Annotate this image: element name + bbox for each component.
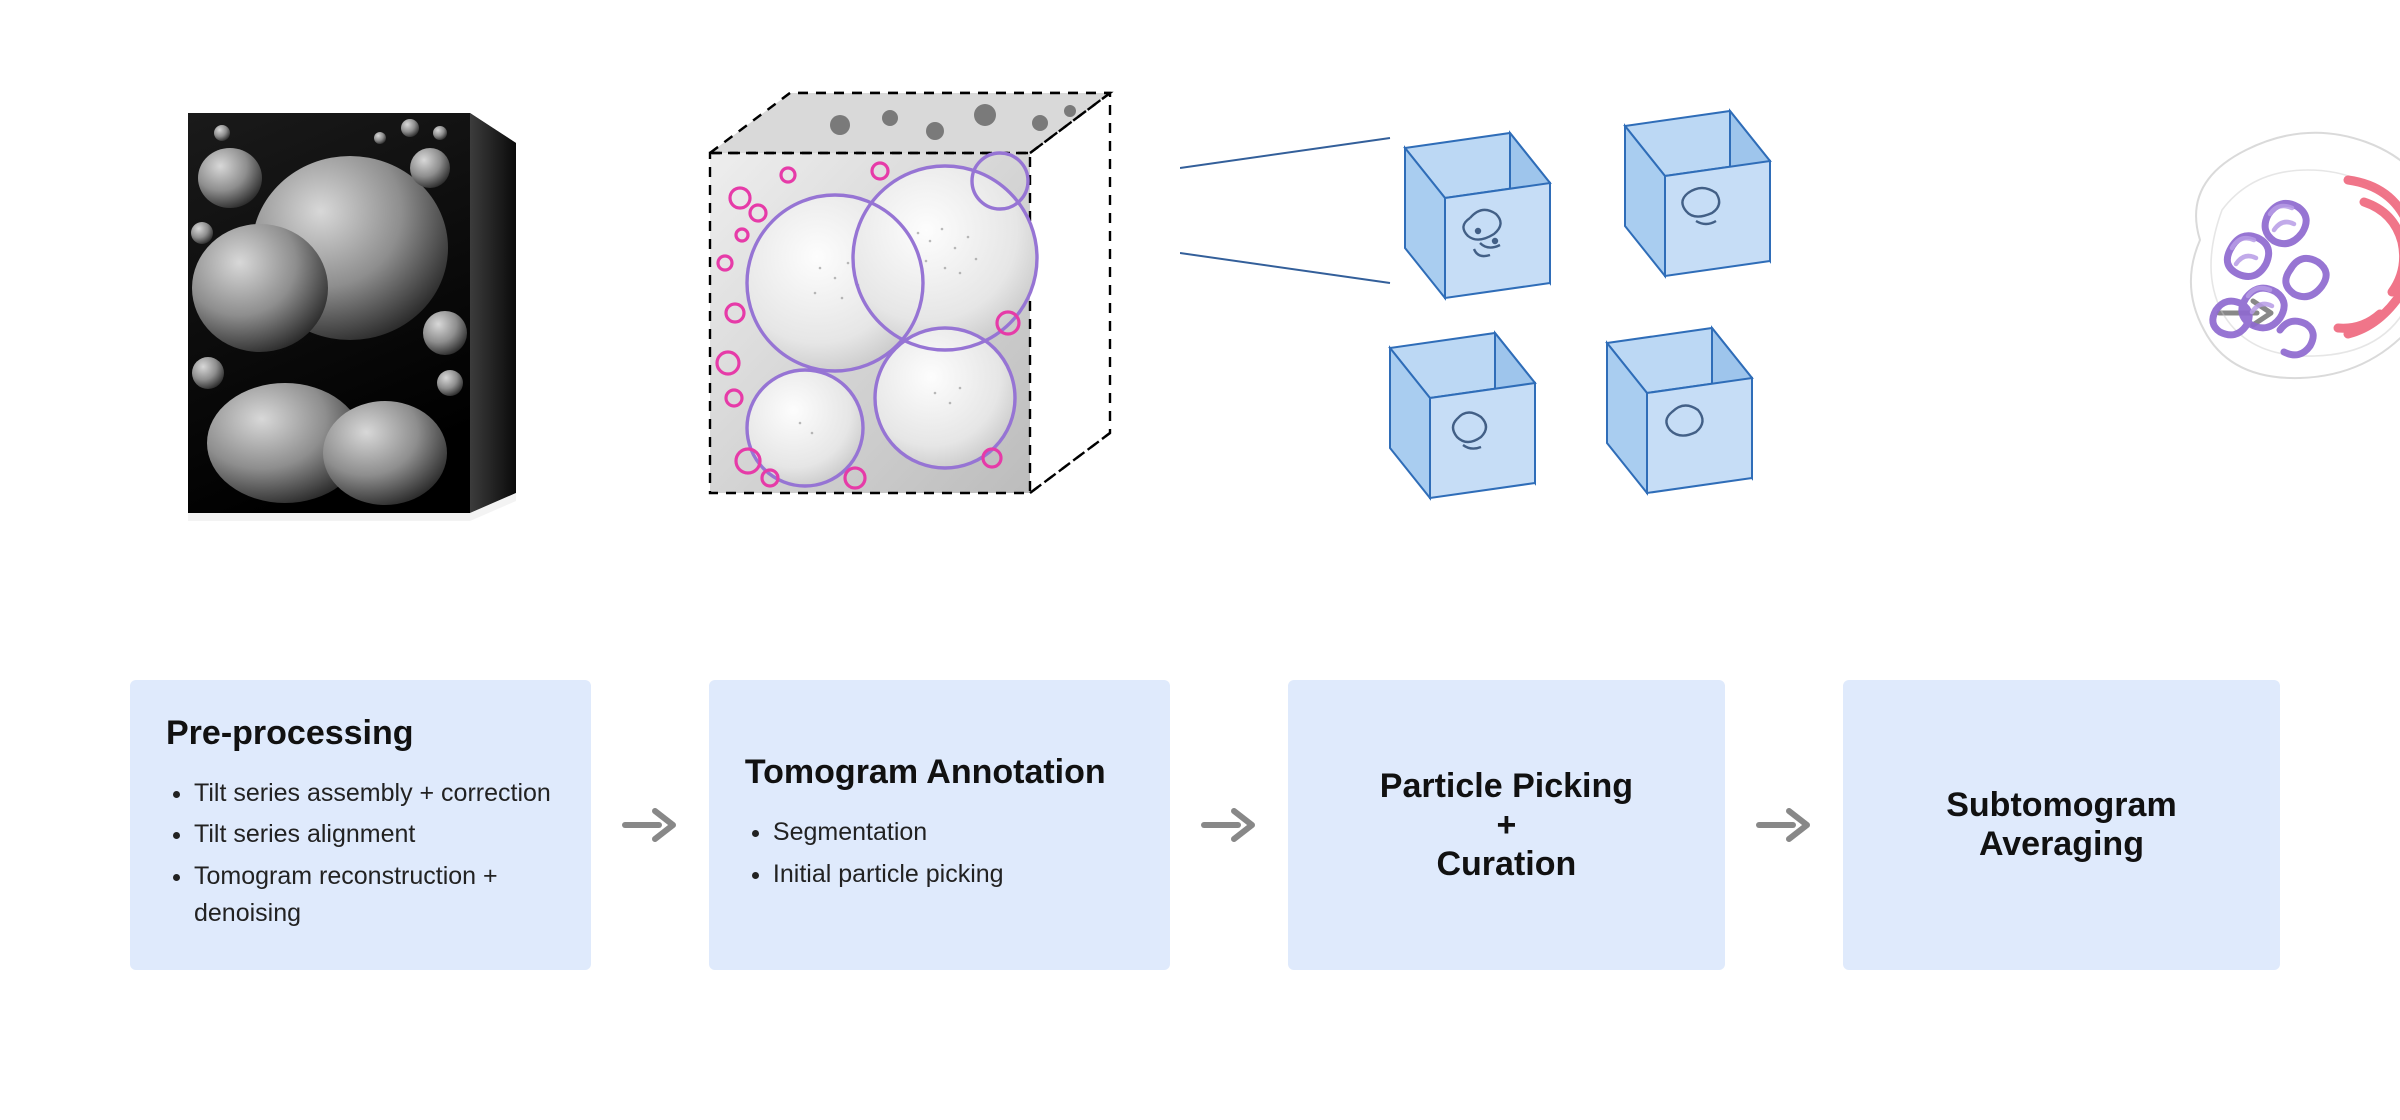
bullet-item: Tilt series assembly + correction	[194, 775, 555, 813]
step-title-line: Particle Picking	[1380, 767, 1633, 806]
step-preprocessing: Pre-processing Tilt series assembly + co…	[130, 680, 591, 970]
illustration-subtomogram-cubes	[1180, 93, 1820, 518]
step-title: Tomogram Annotation	[745, 753, 1134, 792]
arrow-icon	[1190, 803, 1268, 847]
subtomogram-cube-1	[1405, 133, 1550, 298]
illustration-raw-tomogram	[130, 73, 540, 538]
step-subtomogram-averaging: Subtomogram Averaging	[1843, 680, 2280, 970]
illustration-protein-structure	[2150, 110, 2400, 425]
workflow-row: Pre-processing Tilt series assembly + co…	[130, 680, 2280, 970]
step-particle-picking: Particle Picking + Curation	[1288, 680, 1725, 970]
step-bullets: Tilt series assembly + correction Tilt s…	[166, 775, 555, 937]
bullet-item: Tilt series alignment	[194, 816, 555, 854]
step-title-line: Averaging	[1979, 825, 2144, 864]
step-title: Pre-processing	[166, 714, 555, 753]
subtomogram-cube-2	[1625, 111, 1770, 276]
step-bullets: Segmentation Initial particle picking	[745, 814, 1134, 897]
arrow-icon	[611, 803, 689, 847]
bullet-item: Tomogram reconstruction + denoising	[194, 858, 555, 933]
bullet-item: Segmentation	[773, 814, 1134, 852]
subtomogram-cube-3	[1390, 333, 1535, 498]
step-annotation: Tomogram Annotation Segmentation Initial…	[709, 680, 1170, 970]
arrow-icon	[1745, 803, 1823, 847]
step-title-line: +	[1496, 806, 1516, 845]
step-title-line: Subtomogram	[1946, 786, 2176, 825]
illustrations-row	[130, 60, 2340, 550]
subtomogram-cube-4	[1607, 328, 1752, 493]
illustration-annotated-tomogram	[670, 63, 1160, 548]
step-title-line: Curation	[1436, 845, 1576, 884]
bullet-item: Initial particle picking	[773, 856, 1134, 894]
